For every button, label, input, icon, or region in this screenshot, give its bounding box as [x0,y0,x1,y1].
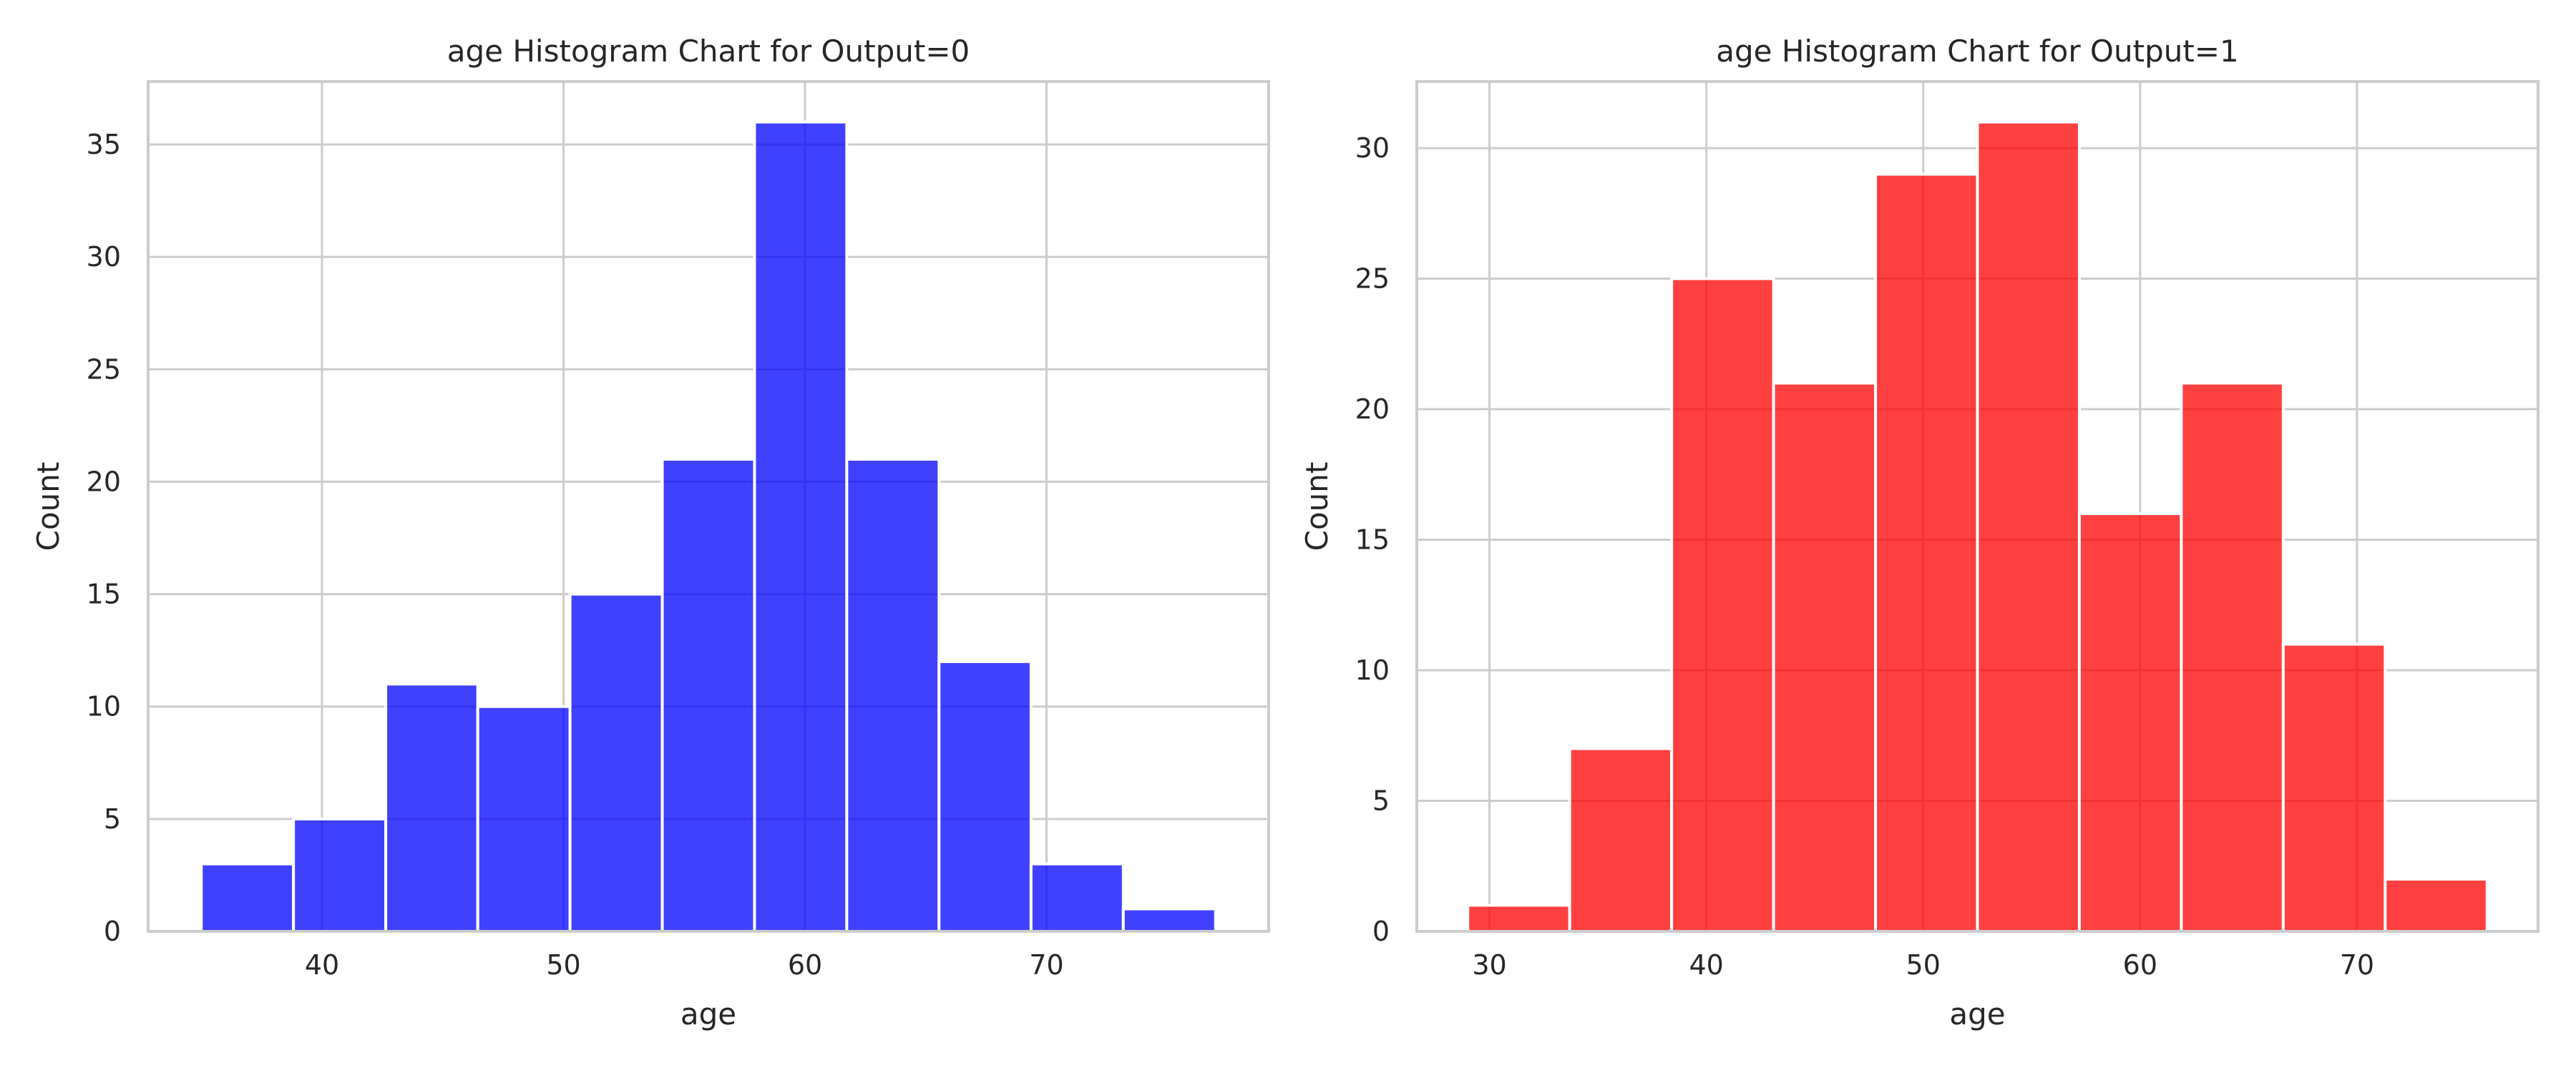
histogram-bar [1670,277,1775,933]
plot-frame [1415,80,2540,933]
y-tick-label: 0 [104,916,121,947]
histogram-bar [845,458,941,933]
histogram-bar [753,120,849,934]
plot-frame [147,80,1270,933]
x-tick-label: 40 [1689,949,1723,981]
y-tick-labels: 0 5 10 15 20 25 30 [1355,132,1390,947]
y-tick-label: 5 [1372,785,1390,817]
histogram-bar [1568,747,1674,933]
y-tick-label: 5 [104,803,121,835]
histogram-bars [1466,120,2489,934]
x-tick-label: 60 [788,949,822,981]
x-tick-label: 70 [2340,949,2374,981]
histogram-bar [2384,878,2489,934]
x-tick-labels: 40 50 60 70 [305,949,1064,981]
histogram-bar [660,458,756,933]
x-tick-label: 30 [1472,949,1506,981]
x-axis-label: age [680,996,736,1032]
y-tick-label: 10 [1355,655,1390,686]
y-axis-label: Count [1299,462,1335,552]
histogram-bar [1029,862,1125,933]
histogram-bar [384,682,479,933]
histogram-bar [1874,172,1979,934]
histogram-bar [200,862,296,933]
histogram-bar [2281,642,2387,933]
y-tick-label: 25 [1355,263,1390,295]
histogram-bar [937,660,1033,933]
y-tick-label: 35 [87,129,121,160]
x-axis-label: age [1949,996,2005,1032]
x-tick-label: 70 [1029,949,1063,981]
histogram-bar [2077,512,2183,933]
histogram-panel-output-1: 30 40 50 60 70 0 5 10 15 20 25 30 age Histogram Ch… [1299,34,2540,1032]
y-tick-label: 30 [1355,132,1390,164]
chart-title: age Histogram Chart for Output=0 [447,34,970,69]
histogram-bar [292,817,388,934]
histogram-bar [568,592,664,933]
histogram-bar [476,705,572,933]
y-axis-label: Count [31,462,66,552]
y-tick-label: 15 [1355,524,1390,556]
histogram-bar [1121,907,1217,933]
histogram-bar [1976,120,2081,934]
y-tick-labels: 0 5 10 15 20 25 30 35 [87,129,121,947]
y-tick-label: 30 [87,241,121,273]
y-tick-label: 20 [1355,393,1390,425]
x-tick-label: 50 [1906,949,1941,981]
histogram-bar [1466,903,1571,934]
y-tick-label: 10 [87,691,121,722]
chart-title: age Histogram Chart for Output=1 [1716,34,2239,69]
histogram-panel-output-0: 40 50 60 70 0 5 10 15 20 25 30 35 age Histogram Ch… [31,34,1270,1032]
x-tick-labels: 30 40 50 60 70 [1472,949,2374,981]
x-tick-label: 60 [2123,949,2157,981]
histogram-bar [2180,381,2285,933]
y-tick-label: 20 [87,466,121,497]
y-tick-label: 15 [87,579,121,610]
y-tick-label: 25 [87,353,121,385]
histogram-bars [200,120,1217,934]
y-tick-label: 0 [1372,916,1390,947]
x-tick-label: 40 [305,949,339,981]
x-tick-label: 50 [546,949,580,981]
histogram-bar [1772,381,1878,933]
